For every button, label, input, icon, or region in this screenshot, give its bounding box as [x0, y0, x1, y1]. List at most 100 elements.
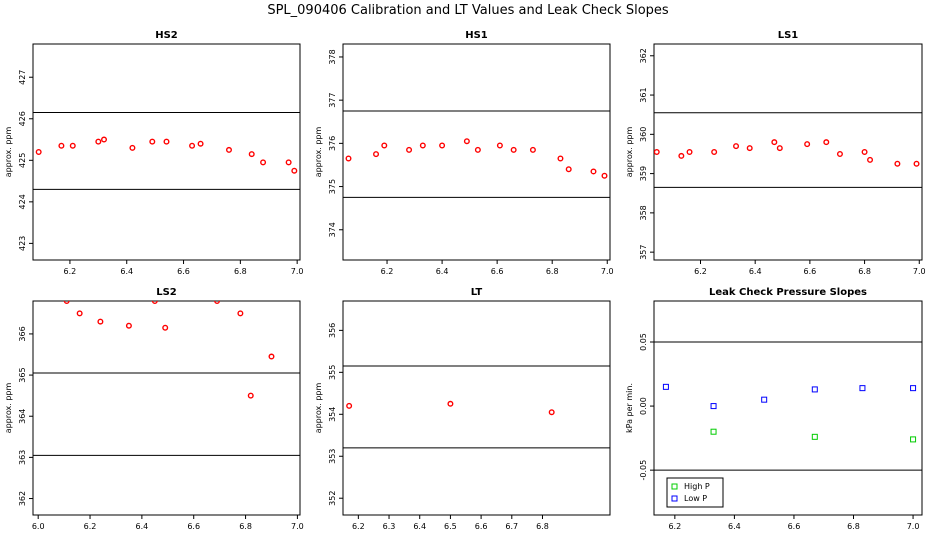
y-tick-label: 362 [18, 491, 27, 506]
data-point [771, 139, 778, 146]
data-point [823, 139, 830, 146]
data-point [510, 146, 517, 153]
plot-frame [342, 43, 611, 261]
y-tick-label: 425 [18, 153, 27, 168]
points-group [35, 136, 298, 174]
plot-frame [653, 300, 923, 516]
data-point [474, 146, 481, 153]
data-point [811, 386, 818, 393]
data-point [548, 409, 555, 416]
y-axis-label: approx. ppm [4, 127, 13, 178]
y-tick-label: 363 [18, 450, 27, 465]
legend-marker [671, 483, 678, 490]
x-tick-label: 6.2 [381, 267, 394, 276]
chart-panel: Leak Check Pressure Slopes 6.2 6.4 6.6 6.8 7.… [625, 287, 923, 531]
data-point [63, 301, 70, 304]
data-point [557, 155, 564, 162]
data-point [913, 160, 920, 167]
panel-title: HS2 [155, 30, 178, 41]
y-axis-label: approx. ppm [314, 383, 323, 434]
data-point [58, 142, 65, 149]
data-point [189, 142, 196, 149]
y-tick-label: 377 [328, 93, 337, 108]
data-point [910, 436, 917, 443]
x-tick-label: 6.4 [413, 522, 426, 531]
chart-panel: HS1 6.2 6.4 6.6 6.8 7.0 374 375 376 377 378 approx.… [314, 30, 614, 276]
data-point [710, 403, 717, 410]
data-point [345, 155, 352, 162]
data-point [406, 146, 413, 153]
data-point [373, 151, 380, 158]
data-point [97, 318, 104, 325]
y-tick-label: 365 [18, 367, 27, 382]
x-tick-label: 6.8 [546, 267, 559, 276]
plot-frame [32, 43, 301, 261]
y-tick-label: 361 [639, 87, 648, 102]
chart-panel: LS1 6.2 6.4 6.6 6.8 7.0 357 358 359 360 361 362 appr… [625, 30, 926, 276]
x-tick-label: 6.8 [858, 267, 871, 276]
data-point [225, 146, 232, 153]
data-point [686, 148, 693, 155]
data-point [247, 392, 254, 399]
data-point [761, 396, 768, 403]
panel-title: Leak Check Pressure Slopes [709, 287, 867, 298]
data-point [162, 324, 169, 331]
x-tick-label: 6.4 [120, 267, 133, 276]
data-point [733, 143, 740, 150]
data-point [601, 172, 608, 179]
x-tick-label: 6.4 [136, 522, 149, 531]
data-point [197, 140, 204, 147]
y-tick-label: 364 [18, 409, 27, 424]
data-point [76, 310, 83, 317]
panel-title: HS1 [465, 30, 488, 41]
data-point [439, 142, 446, 149]
y-tick-label: 359 [639, 166, 648, 181]
legend-box [666, 477, 724, 508]
x-tick-label: 6.6 [788, 522, 801, 531]
y-tick-label: 360 [639, 127, 648, 142]
x-tick-label: 6.2 [64, 267, 77, 276]
data-point [214, 301, 221, 304]
data-point [101, 136, 108, 143]
y-tick-label: 376 [328, 136, 337, 151]
x-tick-label: 6.6 [177, 267, 190, 276]
y-tick-label: 358 [639, 205, 648, 220]
y-tick-label: 357 [639, 245, 648, 260]
data-point [125, 322, 132, 329]
chart-panel: HS2 6.2 6.4 6.6 6.8 7.0 423 424 425 426 427 approx.… [4, 30, 304, 276]
y-tick-label: 355 [328, 365, 337, 380]
y-axis-label: approx. ppm [4, 383, 13, 434]
x-tick-label: 6.2 [84, 522, 97, 531]
y-tick-label: 356 [328, 323, 337, 338]
y-axis-label: kPa per min. [625, 383, 634, 433]
data-point [163, 138, 170, 145]
data-point [151, 301, 158, 304]
data-point [894, 160, 901, 167]
y-tick-label: 366 [18, 326, 27, 341]
x-tick-label: 6.8 [536, 522, 549, 531]
y-tick-label: 374 [328, 222, 337, 237]
data-point [95, 138, 102, 145]
data-point [447, 400, 454, 407]
data-point [776, 145, 783, 152]
data-point [662, 383, 669, 390]
data-point [565, 166, 572, 173]
panel-title: LT [471, 287, 483, 298]
x-tick-label: 6.6 [491, 267, 504, 276]
y-tick-label: 362 [639, 48, 648, 63]
legend-marker [671, 495, 678, 502]
data-point [381, 142, 388, 149]
x-tick-label: 6.2 [694, 267, 707, 276]
data-point [149, 138, 156, 145]
x-tick-label: 6.4 [436, 267, 449, 276]
data-point [35, 148, 42, 155]
data-point [711, 148, 718, 155]
plot-frame [653, 43, 923, 261]
x-tick-label: 6.5 [444, 522, 457, 531]
y-tick-label: -0.05 [639, 460, 648, 481]
x-tick-label: 6.6 [804, 267, 817, 276]
x-tick-label: 6.2 [668, 522, 681, 531]
data-point [836, 150, 843, 157]
x-tick-label: 6.2 [352, 522, 365, 531]
